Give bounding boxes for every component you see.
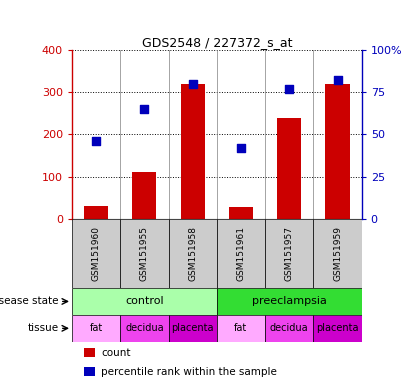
Bar [84,206,108,219]
Text: placenta: placenta [171,323,214,333]
Bar [83,348,95,357]
Bar [326,84,350,219]
Bar [277,118,301,219]
Text: decidua: decidua [270,323,309,333]
Text: percentile rank within the sample: percentile rank within the sample [101,367,277,377]
Bar [72,219,120,288]
Bar [132,172,157,219]
Text: disease state: disease state [0,296,59,306]
Text: GSM151955: GSM151955 [140,226,149,281]
Text: fat: fat [90,323,103,333]
Bar [217,315,265,342]
Text: GSM151960: GSM151960 [92,226,101,281]
Bar [72,315,120,342]
Bar [120,219,169,288]
Text: decidua: decidua [125,323,164,333]
Text: placenta: placenta [316,323,359,333]
Bar [217,219,265,288]
Point [334,77,341,83]
Point [238,145,244,151]
Text: GSM151959: GSM151959 [333,226,342,281]
Point [189,81,196,87]
Bar [169,219,217,288]
Point [141,106,148,112]
Text: control: control [125,296,164,306]
Text: tissue: tissue [28,323,59,333]
Text: GSM151961: GSM151961 [236,226,245,281]
Bar [169,315,217,342]
Bar [314,219,362,288]
Bar [120,315,169,342]
Text: preeclampsia: preeclampsia [252,296,327,306]
Text: GSM151958: GSM151958 [188,226,197,281]
Bar [72,288,217,315]
Bar [180,84,205,219]
Text: count: count [101,348,130,358]
Bar [265,315,314,342]
Bar [217,288,362,315]
Bar [83,367,95,376]
Bar [314,315,362,342]
Text: GSM151957: GSM151957 [285,226,294,281]
Bar [265,219,314,288]
Title: GDS2548 / 227372_s_at: GDS2548 / 227372_s_at [141,36,292,49]
Bar [229,207,253,219]
Point [93,138,99,144]
Text: fat: fat [234,323,247,333]
Point [286,86,293,92]
